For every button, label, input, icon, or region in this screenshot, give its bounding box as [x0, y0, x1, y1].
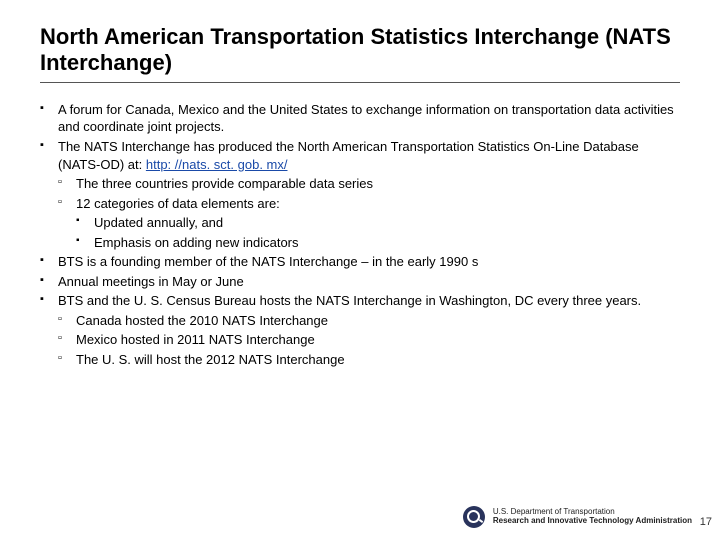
bullet-text: Updated annually, and — [94, 215, 223, 230]
slide: North American Transportation Statistics… — [0, 0, 720, 540]
list-item: 12 categories of data elements are: Upda… — [58, 195, 680, 252]
bullet-text: Emphasis on adding new indicators — [94, 235, 299, 250]
list-item: The NATS Interchange has produced the No… — [40, 138, 680, 251]
list-item: The three countries provide comparable d… — [58, 175, 680, 193]
list-item: The U. S. will host the 2012 NATS Interc… — [58, 351, 680, 369]
dot-logo-icon — [463, 506, 485, 528]
bullet-list: A forum for Canada, Mexico and the Unite… — [40, 101, 680, 369]
list-item: BTS and the U. S. Census Bureau hosts th… — [40, 292, 680, 368]
list-item: Updated annually, and — [76, 214, 680, 232]
bullet-text: Canada hosted the 2010 NATS Interchange — [76, 313, 328, 328]
sub-sub-list: Updated annually, and Emphasis on adding… — [76, 214, 680, 251]
sub-list: The three countries provide comparable d… — [58, 175, 680, 251]
bullet-text: The three countries provide comparable d… — [76, 176, 373, 191]
nats-od-link[interactable]: http: //nats. sct. gob. mx/ — [146, 157, 288, 172]
sub-list: Canada hosted the 2010 NATS Interchange … — [58, 312, 680, 369]
footer-text: U.S. Department of Transportation Resear… — [493, 508, 692, 526]
list-item: Annual meetings in May or June — [40, 273, 680, 291]
bullet-text: Annual meetings in May or June — [58, 274, 244, 289]
footer: U.S. Department of Transportation Resear… — [463, 506, 692, 528]
footer-line2: Research and Innovative Technology Admin… — [493, 517, 692, 526]
list-item: BTS is a founding member of the NATS Int… — [40, 253, 680, 271]
bullet-text: BTS is a founding member of the NATS Int… — [58, 254, 478, 269]
list-item: Emphasis on adding new indicators — [76, 234, 680, 252]
list-item: Mexico hosted in 2011 NATS Interchange — [58, 331, 680, 349]
list-item: Canada hosted the 2010 NATS Interchange — [58, 312, 680, 330]
slide-title: North American Transportation Statistics… — [40, 24, 680, 83]
bullet-text: 12 categories of data elements are: — [76, 196, 280, 211]
page-number: 17 — [700, 516, 712, 528]
bullet-text: Mexico hosted in 2011 NATS Interchange — [76, 332, 315, 347]
bullet-text: BTS and the U. S. Census Bureau hosts th… — [58, 293, 641, 308]
list-item: A forum for Canada, Mexico and the Unite… — [40, 101, 680, 136]
bullet-text: A forum for Canada, Mexico and the Unite… — [58, 102, 674, 135]
bullet-text: The U. S. will host the 2012 NATS Interc… — [76, 352, 345, 367]
